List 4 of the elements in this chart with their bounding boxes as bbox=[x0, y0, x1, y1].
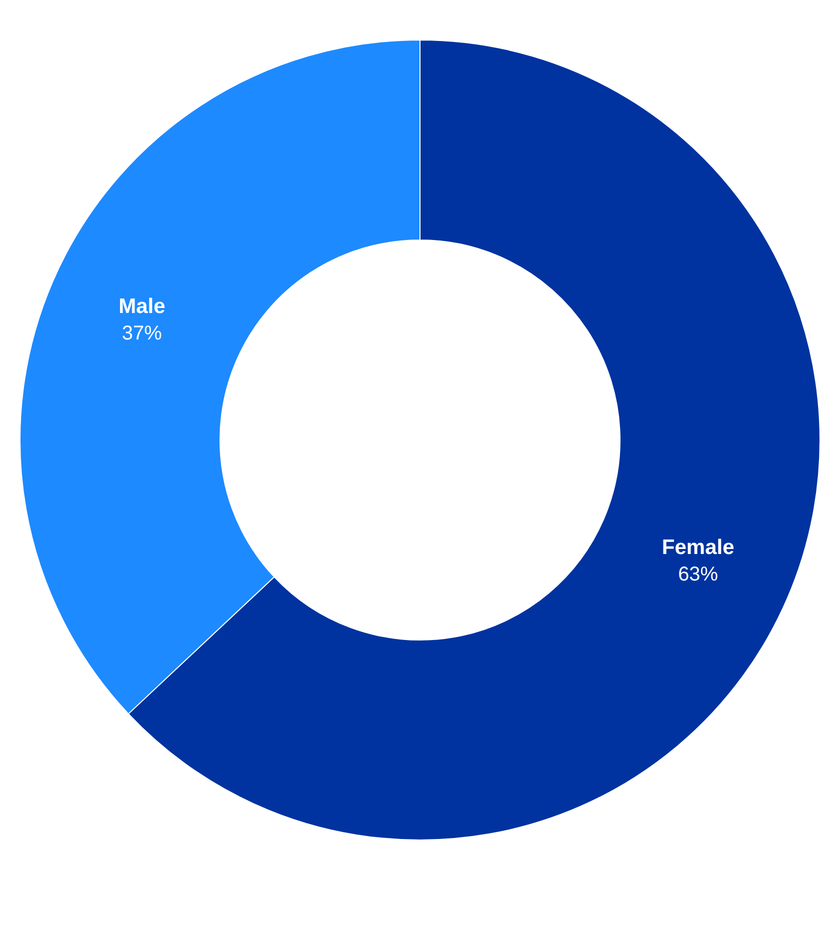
data-label: 37% bbox=[122, 322, 162, 345]
data-label: 63% bbox=[678, 563, 718, 586]
slice-label: Male bbox=[118, 295, 166, 318]
slice-label: Female bbox=[662, 536, 734, 559]
